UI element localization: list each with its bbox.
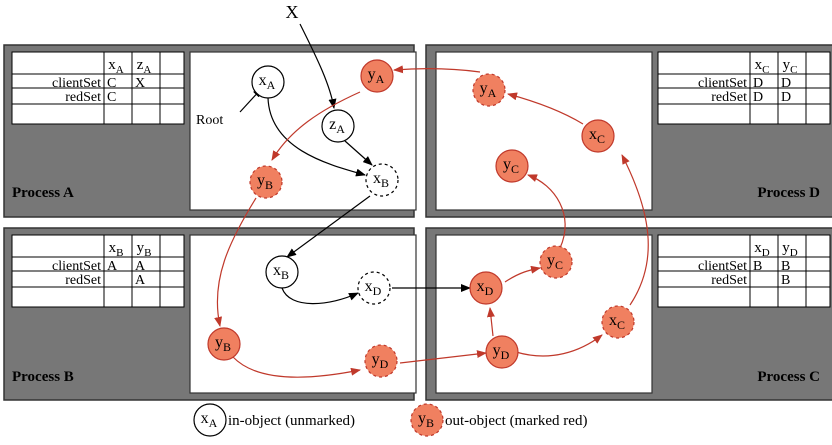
table-cell: X: [135, 76, 145, 91]
table-row-label: redSet: [711, 273, 747, 288]
root-label: Root: [196, 113, 223, 128]
table-cell: A: [135, 259, 146, 274]
node-xc: xC: [601, 305, 635, 339]
node-label: xC: [589, 126, 605, 146]
table-cell: D: [781, 76, 791, 91]
node-label: yB: [257, 172, 273, 192]
table-cell: B: [781, 273, 790, 288]
node-yc: yC: [495, 149, 529, 183]
table-header: xC: [755, 57, 770, 76]
top-label-x: X: [286, 2, 299, 22]
table-row-label: redSet: [65, 90, 101, 105]
node-label: yC: [547, 252, 563, 272]
node-label: xA: [201, 410, 218, 430]
node-yb: yB: [249, 165, 283, 199]
node-xd: xD: [469, 271, 503, 305]
legend-text: in-object (unmarked): [228, 413, 355, 429]
table-header: xA: [108, 57, 124, 76]
edge-yD-to-procC-yD: [399, 350, 487, 364]
table-header: yB: [137, 240, 152, 259]
legend-node-xa: xA: [193, 403, 227, 437]
edge-yB-to-procB-yB: [214, 197, 257, 327]
node-label: zA: [329, 116, 345, 136]
table-cell: A: [135, 273, 146, 288]
legend-text: out-object (marked red): [445, 413, 587, 429]
table-row-label: clientSet: [52, 76, 101, 91]
edge-xD-to-yC: [504, 265, 541, 283]
node-yd: yD: [364, 344, 398, 378]
process-label: Process C: [757, 369, 820, 385]
node-label: yC: [503, 156, 519, 176]
node-yb: yB: [207, 327, 241, 361]
table-cell: D: [753, 76, 763, 91]
node-label: xD: [365, 278, 382, 298]
edge-xB-to-xD: [281, 287, 359, 305]
node-label: yA: [480, 80, 497, 100]
node-xd: xD: [357, 271, 391, 305]
node-label: yB: [215, 334, 231, 354]
node-xa: xA: [251, 65, 285, 99]
node-ya: yA: [360, 59, 394, 93]
node-label: xD: [477, 278, 494, 298]
table-cell: D: [753, 90, 763, 105]
edge-xA-to-xB: [267, 97, 366, 177]
table-row-label: clientSet: [52, 259, 101, 274]
node-label: yB: [418, 410, 434, 430]
node-xb: xB: [265, 255, 299, 289]
node-label: xC: [609, 312, 625, 332]
process-label: Process A: [12, 185, 74, 201]
node-label: yA: [368, 66, 385, 86]
table-row-label: clientSet: [698, 259, 747, 274]
node-label: xB: [273, 262, 289, 282]
edge-yA-to-procA-yA: [393, 65, 481, 74]
node-ya: yA: [472, 73, 506, 107]
node-label: xA: [259, 72, 276, 92]
edge-xC-to-yA: [507, 92, 584, 125]
node-label: yD: [493, 342, 510, 362]
table-header: xB: [109, 240, 124, 259]
node-xc: xC: [581, 119, 615, 153]
table-cell: B: [781, 259, 790, 274]
table-row-label: redSet: [65, 273, 101, 288]
edge-yB-to-yD: [232, 356, 361, 378]
edge-zA-to-xB: [344, 140, 373, 166]
node-za: zA: [321, 109, 355, 143]
table-header: xD: [754, 240, 770, 259]
edge-X-to-zA: [299, 23, 337, 109]
node-label: yD: [372, 351, 389, 371]
table-cell: D: [781, 90, 791, 105]
node-yd: yD: [485, 335, 519, 369]
table-header: yD: [782, 240, 798, 259]
edge-yA-to-yB: [271, 91, 361, 161]
node-label: xB: [373, 170, 389, 190]
process-label: Process B: [12, 369, 74, 385]
node-xb: xB: [365, 163, 399, 197]
table-cell: C: [107, 76, 116, 91]
table-cell: A: [107, 259, 118, 274]
edge-xC-to-upper-xC: [621, 154, 649, 306]
edge-yD-to-xC: [515, 334, 603, 357]
edge-xB-to-procB-xB: [286, 195, 371, 258]
edge-yD-to-xD: [486, 307, 495, 337]
table-cell: B: [753, 259, 762, 274]
legend-node-yb: yB: [410, 403, 444, 437]
table-cell: C: [107, 90, 116, 105]
table-header: yC: [783, 57, 798, 76]
table-row-label: clientSet: [698, 76, 747, 91]
edge-yC-to-upper-yC: [527, 174, 566, 249]
table-header: zA: [137, 57, 152, 76]
table-row-label: redSet: [711, 90, 747, 105]
node-yc: yC: [539, 245, 573, 279]
process-label: Process D: [757, 185, 820, 201]
